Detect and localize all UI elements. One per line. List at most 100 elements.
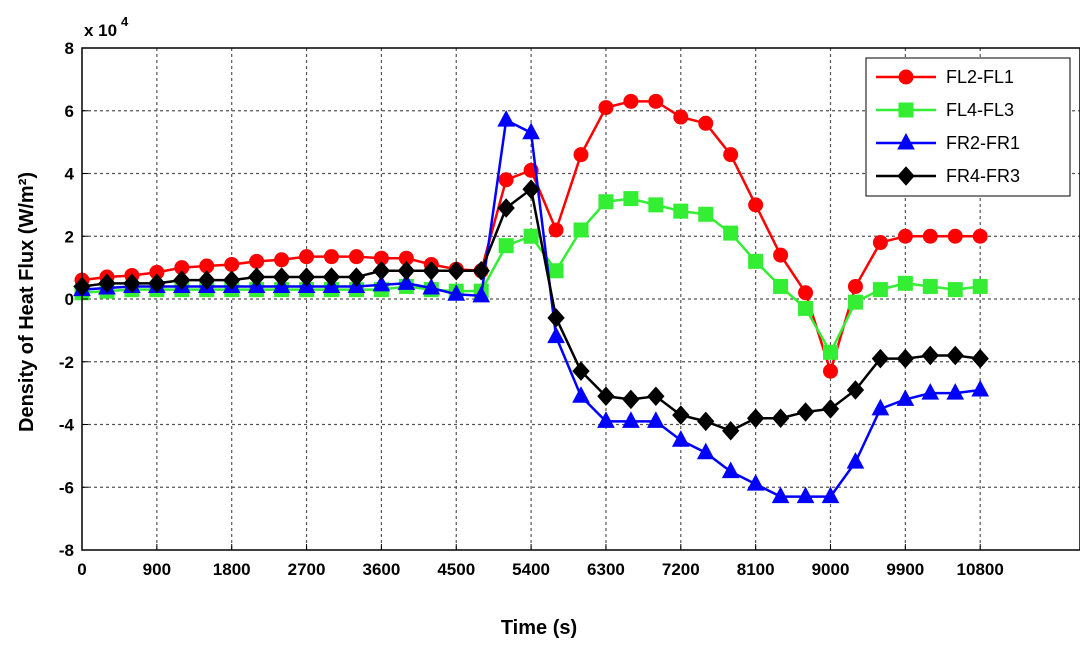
data-point bbox=[722, 421, 740, 441]
x-tick-label: 8100 bbox=[737, 560, 775, 579]
y-tick-label: 0 bbox=[65, 290, 74, 309]
data-point bbox=[572, 361, 590, 381]
data-point bbox=[523, 228, 539, 244]
data-point bbox=[847, 278, 863, 294]
data-point bbox=[348, 249, 364, 265]
y-axis-label: Density of Heat Flux (W/m²) bbox=[16, 172, 38, 432]
data-point bbox=[872, 282, 888, 298]
legend-label: FR4-FR3 bbox=[946, 166, 1020, 186]
data-point bbox=[422, 277, 441, 295]
data-point bbox=[472, 261, 490, 281]
data-point bbox=[598, 194, 614, 210]
data-point bbox=[274, 252, 290, 268]
data-point bbox=[771, 408, 790, 428]
data-point bbox=[497, 110, 515, 127]
y-multiplier-exponent: 4 bbox=[121, 14, 129, 29]
legend-item: FL4-FL3 bbox=[876, 100, 1014, 120]
data-point bbox=[622, 411, 640, 428]
data-point bbox=[846, 452, 865, 469]
data-point bbox=[698, 206, 714, 222]
x-ticks: 0 900 1800 2700 3600 4500 5400 6300 7200 8100 9000… bbox=[77, 544, 1004, 579]
y-tick-label: -8 bbox=[59, 541, 74, 560]
data-point bbox=[249, 253, 265, 269]
data-point bbox=[98, 273, 116, 294]
data-point bbox=[972, 228, 988, 244]
data-point bbox=[897, 228, 913, 244]
data-point bbox=[297, 267, 316, 287]
data-point bbox=[397, 273, 416, 290]
data-point bbox=[548, 222, 564, 238]
legend-item: FR4-FR3 bbox=[876, 166, 1020, 186]
data-point bbox=[671, 430, 690, 447]
data-point bbox=[696, 442, 715, 460]
legend: FL2-FL1 FL4-FL3 FR2-FR1 FR4-FR3 bbox=[865, 57, 1071, 197]
data-point bbox=[947, 282, 963, 298]
data-point bbox=[821, 486, 840, 504]
data-point bbox=[922, 228, 938, 244]
x-tick-label: 6300 bbox=[587, 560, 625, 579]
y-tick-label: 8 bbox=[65, 39, 74, 58]
data-point bbox=[946, 345, 964, 366]
legend-label: FR2-FR1 bbox=[946, 133, 1020, 153]
legend-item: FR2-FR1 bbox=[876, 132, 1020, 153]
data-point bbox=[773, 247, 789, 263]
data-point bbox=[498, 238, 514, 254]
data-point bbox=[223, 270, 241, 290]
data-point bbox=[823, 344, 838, 360]
data-point bbox=[497, 198, 515, 218]
data-point bbox=[447, 261, 465, 281]
data-point bbox=[324, 249, 339, 265]
x-tick-label: 4500 bbox=[437, 560, 475, 579]
data-point bbox=[721, 461, 740, 479]
data-point bbox=[647, 386, 665, 407]
data-point bbox=[897, 275, 913, 291]
data-point bbox=[697, 411, 715, 432]
data-point bbox=[547, 308, 565, 328]
data-point bbox=[972, 278, 988, 294]
data-point bbox=[522, 122, 540, 140]
data-point bbox=[522, 179, 540, 199]
data-point bbox=[896, 348, 915, 369]
data-point bbox=[723, 147, 739, 163]
data-point bbox=[598, 100, 614, 116]
y-tick-label: -2 bbox=[59, 353, 74, 372]
data-point bbox=[648, 93, 664, 109]
data-point bbox=[247, 267, 266, 287]
data-point bbox=[871, 348, 890, 369]
data-point bbox=[946, 383, 965, 400]
y-ticks: -8 -6 -4 -2 0 2 4 6 8 bbox=[59, 39, 88, 560]
data-point bbox=[322, 267, 341, 287]
data-point bbox=[922, 278, 938, 294]
data-point bbox=[422, 261, 440, 281]
y-tick-label: 4 bbox=[65, 165, 75, 184]
data-point bbox=[597, 386, 615, 407]
x-tick-label: 9000 bbox=[812, 560, 850, 579]
data-point bbox=[847, 294, 863, 310]
data-point bbox=[272, 267, 291, 287]
series-fr4-fr3 bbox=[73, 179, 989, 441]
data-point bbox=[698, 115, 714, 131]
series-layer bbox=[73, 93, 990, 504]
legend-label: FL4-FL3 bbox=[946, 100, 1014, 120]
data-point bbox=[347, 267, 366, 287]
data-point bbox=[798, 300, 814, 316]
data-point bbox=[823, 363, 838, 379]
data-point bbox=[173, 270, 191, 290]
data-point bbox=[372, 274, 391, 292]
data-point bbox=[871, 398, 890, 416]
data-point bbox=[748, 197, 764, 213]
data-point bbox=[897, 166, 915, 186]
data-point bbox=[798, 285, 814, 301]
data-point bbox=[898, 102, 914, 118]
data-point bbox=[771, 486, 790, 504]
data-point bbox=[198, 270, 216, 290]
data-point bbox=[796, 402, 815, 422]
data-point bbox=[123, 273, 141, 294]
legend-label: FL2-FL1 bbox=[946, 67, 1014, 87]
data-point bbox=[498, 172, 514, 188]
data-point bbox=[921, 345, 939, 366]
data-point bbox=[548, 263, 564, 279]
data-point bbox=[971, 379, 990, 397]
data-point bbox=[623, 191, 639, 207]
